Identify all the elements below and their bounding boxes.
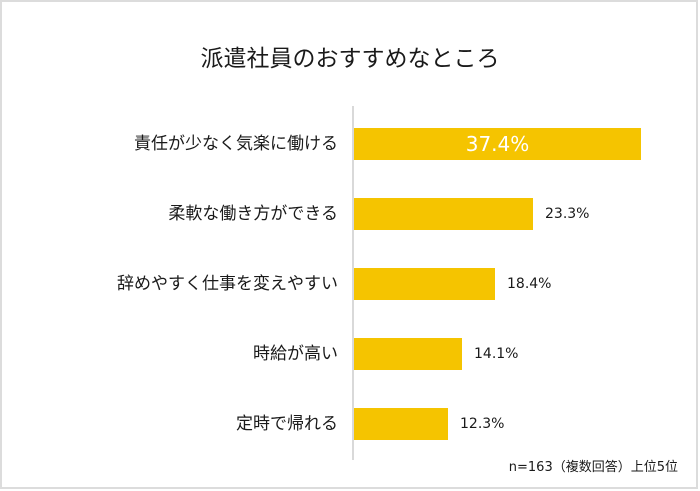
category-axis-line <box>352 106 354 460</box>
bar-row: 柔軟な働き方ができる 23.3% <box>0 198 700 230</box>
sample-note: n=163（複数回答）上位5位 <box>508 460 678 475</box>
category-label: 責任が少なく気楽に働ける <box>134 134 338 154</box>
value-label: 23.3% <box>545 206 590 222</box>
bar <box>354 408 448 440</box>
category-label: 定時で帰れる <box>236 414 338 434</box>
category-label: 辞めやすく仕事を変えやすい <box>117 274 338 294</box>
bar-row: 時給が高い 14.1% <box>0 338 700 370</box>
bar <box>354 338 462 370</box>
bar-row: 責任が少なく気楽に働ける 37.4% <box>0 128 700 160</box>
value-label: 18.4% <box>507 276 552 292</box>
bar-row: 定時で帰れる 12.3% <box>0 408 700 440</box>
value-label: 37.4% <box>465 132 530 156</box>
bar-row: 辞めやすく仕事を変えやすい 18.4% <box>0 268 700 300</box>
category-label: 柔軟な働き方ができる <box>168 204 338 224</box>
value-label: 12.3% <box>460 416 505 432</box>
category-label: 時給が高い <box>253 344 338 364</box>
bar <box>354 128 641 160</box>
chart-title: 派遣社員のおすすめなところ <box>200 46 500 72</box>
bar <box>354 268 495 300</box>
value-label: 14.1% <box>474 346 519 362</box>
bar <box>354 198 533 230</box>
